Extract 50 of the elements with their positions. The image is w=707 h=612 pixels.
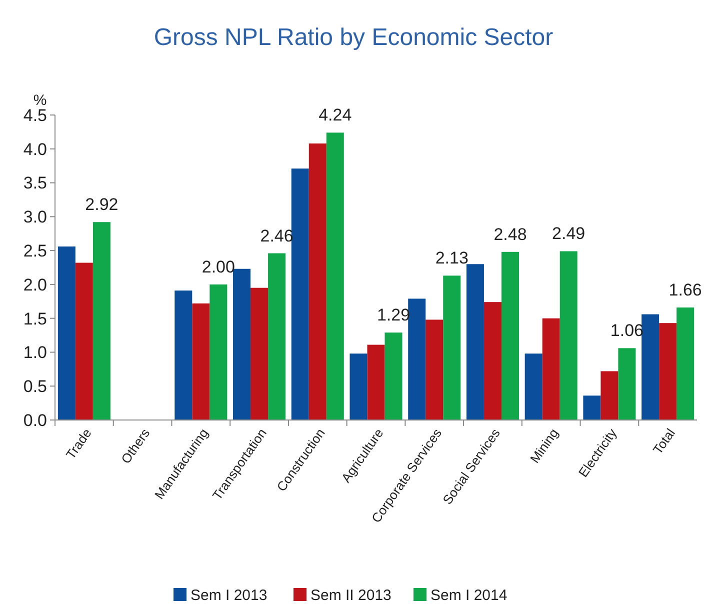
bar bbox=[408, 298, 426, 420]
bar bbox=[484, 302, 502, 420]
bar bbox=[560, 251, 578, 420]
bar bbox=[291, 168, 309, 420]
bar bbox=[268, 253, 286, 420]
bar bbox=[367, 344, 385, 420]
data-label: 2.92 bbox=[85, 195, 118, 214]
bar bbox=[326, 132, 344, 420]
bar bbox=[192, 303, 210, 420]
bar bbox=[642, 314, 660, 420]
bar bbox=[501, 252, 519, 420]
legend-label: Sem I 2014 bbox=[430, 587, 508, 604]
y-tick-label: 2.5 bbox=[23, 242, 47, 261]
bar bbox=[676, 307, 694, 420]
data-label: 2.00 bbox=[202, 257, 235, 276]
bar bbox=[308, 143, 326, 420]
bar bbox=[583, 396, 601, 420]
y-tick-label: 0.5 bbox=[23, 377, 47, 396]
chart-title: Gross NPL Ratio by Economic Sector bbox=[154, 24, 554, 51]
data-label: 2.48 bbox=[494, 224, 527, 244]
data-label: 2.49 bbox=[552, 224, 586, 244]
bar bbox=[466, 264, 484, 420]
y-tick-label: 2.0 bbox=[23, 275, 47, 294]
bar bbox=[58, 246, 76, 420]
legend-label: Sem II 2013 bbox=[310, 587, 392, 604]
data-label: 1.66 bbox=[668, 280, 702, 300]
data-label: 2.13 bbox=[435, 248, 468, 268]
bar bbox=[426, 320, 444, 420]
y-tick-label: 1.5 bbox=[23, 309, 47, 328]
bar bbox=[524, 354, 542, 420]
bar bbox=[210, 284, 228, 420]
bar bbox=[250, 288, 268, 420]
bar bbox=[659, 323, 677, 420]
bar bbox=[600, 371, 618, 420]
bar bbox=[542, 318, 560, 420]
y-tick-label: 0.0 bbox=[23, 410, 47, 430]
bar bbox=[92, 222, 110, 420]
y-tick-label: 3.0 bbox=[23, 208, 47, 227]
y-tick-label: 4.0 bbox=[23, 140, 47, 159]
bar bbox=[233, 268, 251, 420]
bar bbox=[384, 332, 402, 420]
y-tick-label: 1.0 bbox=[23, 343, 47, 362]
legend-label: Sem I 2013 bbox=[190, 587, 268, 604]
y-tick-label: 3.5 bbox=[23, 174, 47, 193]
bar bbox=[443, 276, 461, 420]
data-label: 4.24 bbox=[318, 106, 352, 125]
bar bbox=[174, 290, 192, 420]
bar bbox=[350, 354, 368, 420]
bar bbox=[75, 262, 93, 420]
bar bbox=[618, 348, 636, 420]
